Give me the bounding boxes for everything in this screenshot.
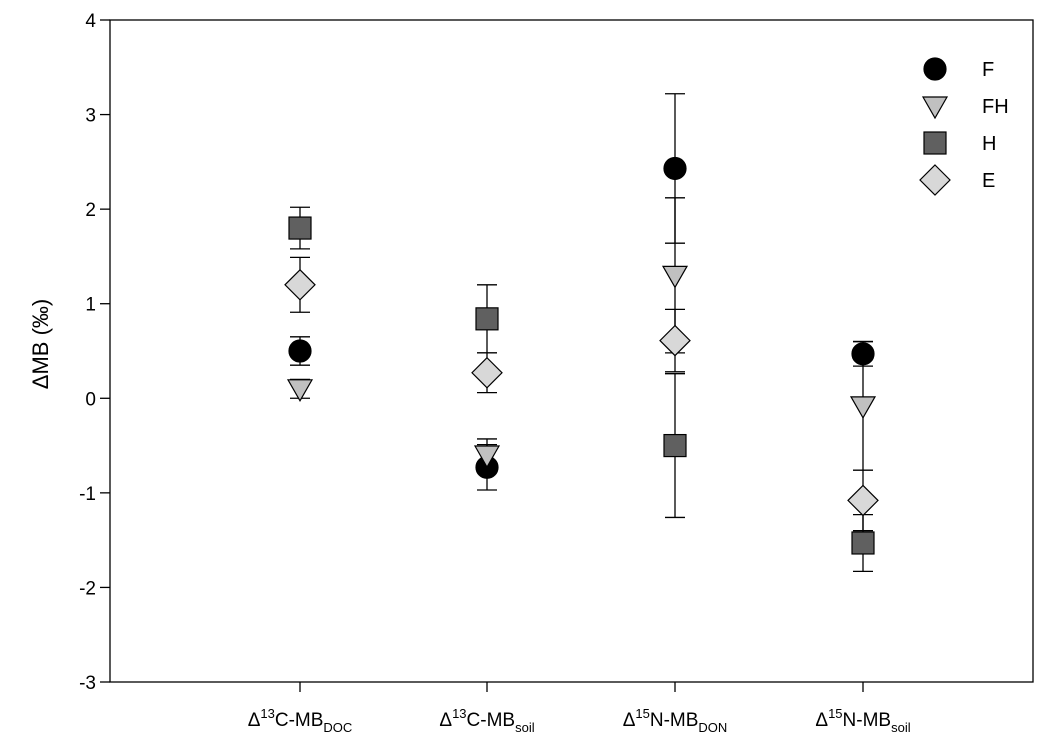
legend-marker — [923, 131, 947, 155]
y-tick-label: 0 — [85, 389, 96, 410]
data-point — [849, 396, 877, 420]
y-ticks: 4 3 2 1 0 -1 -2 -3 — [79, 11, 110, 694]
series-F — [290, 93, 873, 491]
y-tick-label: 4 — [85, 11, 96, 32]
series-FH-points — [286, 265, 877, 469]
data-point — [473, 445, 501, 469]
y-tick-label: 3 — [85, 106, 96, 127]
y-tick-label: -3 — [79, 673, 96, 694]
x-ticks: Δ13C-MBDOC Δ13C-MBsoil Δ15N-MBDON Δ15N-MBso… — [248, 682, 911, 735]
data-point — [288, 216, 312, 240]
data-point — [659, 324, 691, 357]
legend-label: FH — [982, 96, 1009, 118]
data-point — [663, 156, 687, 181]
series-H — [290, 206, 873, 573]
x-tick-label: Δ15N-MBDON — [623, 706, 728, 735]
legend-marker — [921, 96, 949, 120]
y-tick-label: 2 — [85, 200, 96, 221]
y-tick-label: -2 — [79, 578, 96, 599]
legend-marker — [919, 164, 951, 196]
series-FH — [290, 197, 873, 472]
legend-marker — [923, 57, 947, 81]
y-tick-label: 1 — [85, 295, 96, 316]
data-point — [847, 484, 879, 517]
x-tick-label: Δ15N-MBsoil — [815, 706, 910, 735]
data-point — [286, 379, 314, 403]
series-E-points — [284, 268, 879, 517]
series-H-points — [288, 216, 875, 555]
data-point — [284, 268, 316, 301]
series-E — [290, 256, 873, 532]
legend: F FH HE — [919, 57, 1009, 196]
legend-label: F — [982, 59, 994, 81]
data-marks — [284, 93, 879, 573]
data-point — [851, 342, 875, 366]
x-tick-label: Δ13C-MBsoil — [439, 706, 534, 735]
x-tick-label: Δ13C-MBDOC — [248, 706, 353, 735]
legend-label: H — [982, 133, 996, 155]
y-axis-title: ΔMB (‰) — [28, 299, 53, 389]
data-point — [288, 339, 312, 363]
data-point — [663, 433, 687, 458]
plot-frame — [109, 19, 1034, 683]
data-point — [851, 531, 875, 555]
axes — [109, 19, 1034, 683]
data-point — [661, 265, 689, 289]
legend-label: E — [982, 170, 995, 192]
y-tick-label: -1 — [79, 484, 96, 505]
data-point — [475, 307, 499, 331]
data-point — [471, 356, 503, 389]
series-F-points — [288, 156, 875, 479]
